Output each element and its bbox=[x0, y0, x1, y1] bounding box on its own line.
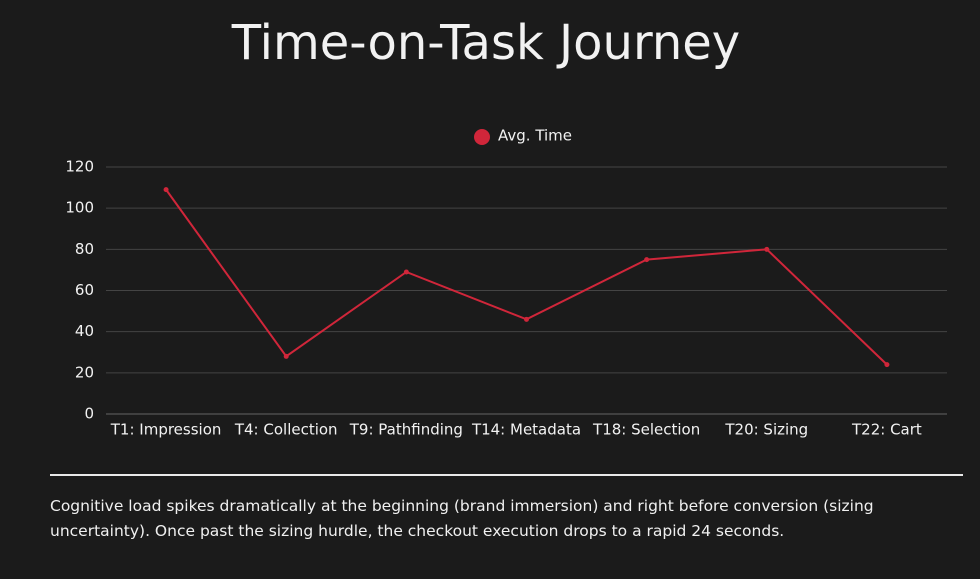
x-tick-label: T22: Cart bbox=[851, 421, 922, 439]
y-tick-label: 120 bbox=[65, 158, 94, 176]
y-tick-label: 100 bbox=[65, 199, 94, 217]
y-tick-label: 0 bbox=[84, 405, 94, 423]
chart: Time-on-Task Journey 0 20 40 60 80 100 120 T1: … bbox=[65, 15, 947, 439]
legend-label: Avg. Time bbox=[498, 127, 572, 145]
legend-swatch bbox=[474, 129, 490, 145]
y-tick-label: 40 bbox=[75, 322, 94, 340]
point bbox=[764, 246, 770, 252]
point bbox=[524, 316, 529, 322]
point bbox=[163, 187, 169, 193]
point bbox=[644, 257, 650, 263]
x-tick-label: T14: Metadata bbox=[471, 421, 581, 439]
point bbox=[884, 362, 890, 368]
y-tick-label: 60 bbox=[75, 281, 94, 299]
separator bbox=[50, 474, 963, 476]
point bbox=[403, 269, 409, 275]
point bbox=[283, 353, 289, 359]
line bbox=[165, 189, 888, 366]
x-tick-label: T9: Pathfinding bbox=[349, 421, 463, 439]
x-tick-label: T1: Impression bbox=[110, 421, 222, 439]
y-tick-label: 20 bbox=[75, 363, 94, 381]
x-tick-label: T18: Selection bbox=[592, 421, 700, 439]
y-tick-label: 80 bbox=[75, 240, 94, 258]
chart-title: Time-on-Task Journey bbox=[231, 15, 740, 71]
x-tick-label: T4: Collection bbox=[234, 421, 338, 439]
x-tick-label: T20: Sizing bbox=[724, 421, 808, 439]
caption: Cognitive load spikes dramatically at th… bbox=[50, 497, 874, 540]
